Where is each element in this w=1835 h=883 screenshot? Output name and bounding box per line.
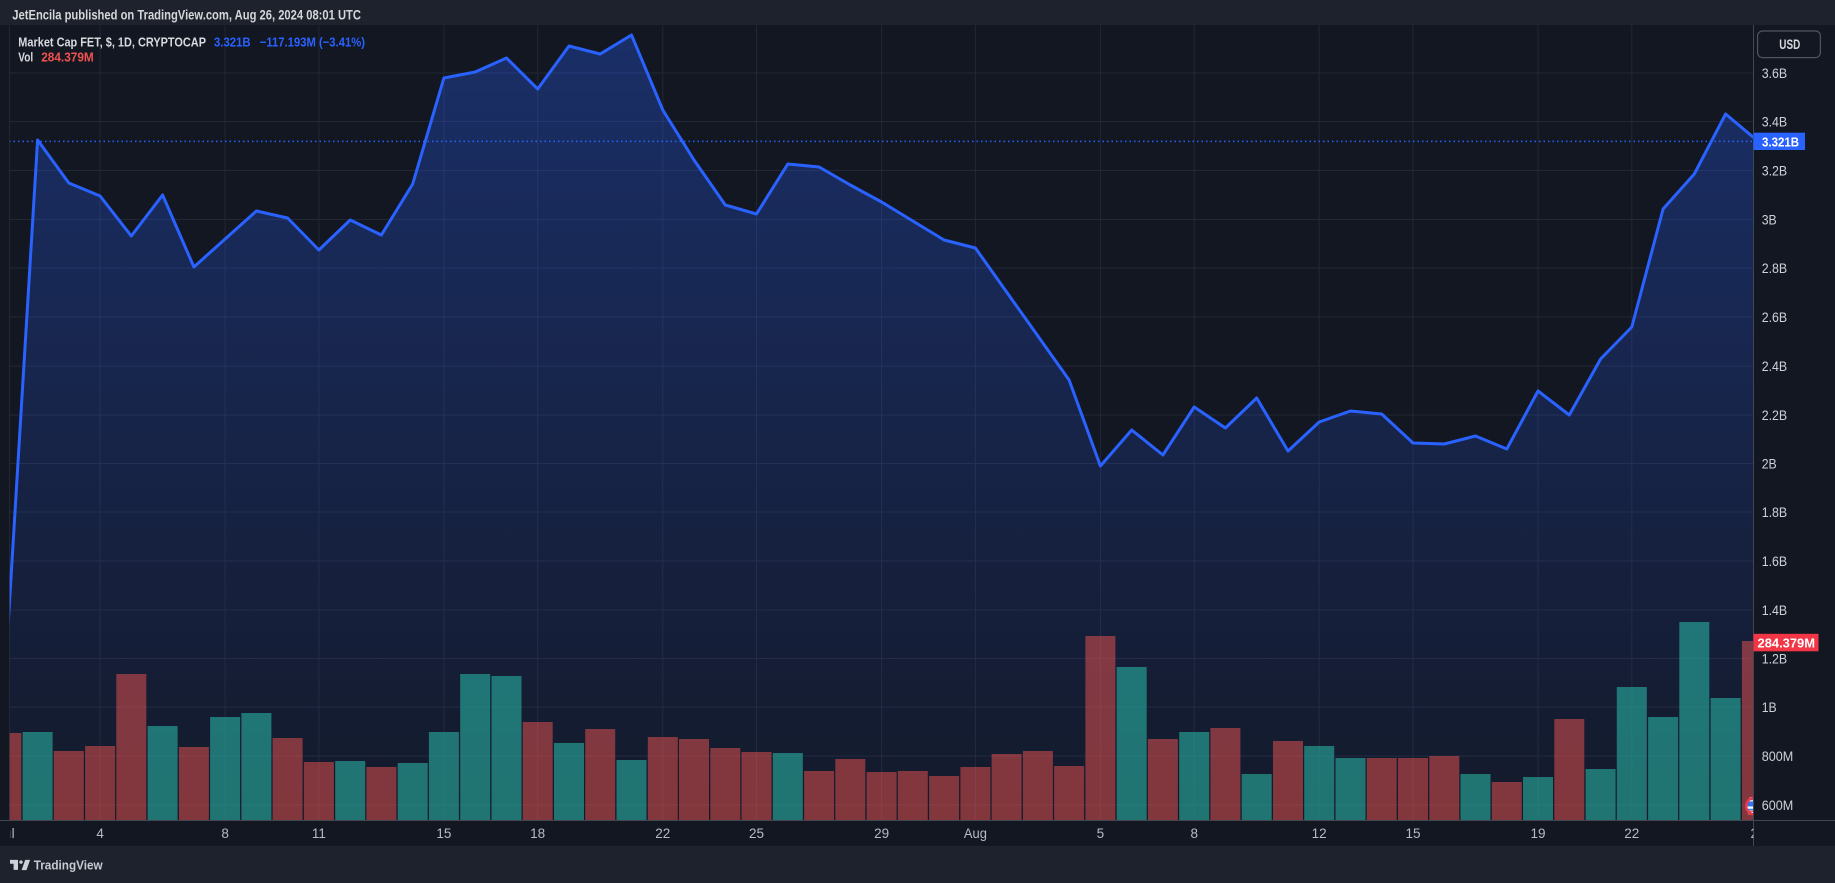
svg-text:2.8B: 2.8B (1762, 260, 1788, 276)
svg-text:USD: USD (1779, 37, 1800, 52)
svg-text:1.2B: 1.2B (1762, 651, 1788, 667)
svg-text:3.2B: 3.2B (1762, 163, 1788, 179)
svg-text:15: 15 (436, 826, 451, 841)
svg-text:1.8B: 1.8B (1762, 504, 1788, 520)
svg-text:2.4B: 2.4B (1762, 358, 1788, 374)
svg-text:284.379M: 284.379M (1758, 637, 1816, 651)
svg-text:3.4B: 3.4B (1762, 114, 1788, 130)
svg-text:3B: 3B (1762, 212, 1777, 228)
svg-text:1.4B: 1.4B (1762, 602, 1788, 618)
svg-text:Market Cap FET, $, 1D, CRYPTOC: Market Cap FET, $, 1D, CRYPTOCAP (18, 34, 206, 49)
svg-text:800M: 800M (1762, 748, 1794, 764)
svg-text:29: 29 (874, 826, 889, 841)
svg-text:22: 22 (1624, 826, 1639, 841)
svg-text:600M: 600M (1762, 797, 1794, 813)
svg-text:19: 19 (1530, 826, 1545, 841)
svg-text:TradingView: TradingView (34, 857, 104, 872)
svg-text:284.379M: 284.379M (41, 50, 94, 65)
svg-text:2B: 2B (1762, 456, 1777, 472)
svg-text:12: 12 (1312, 826, 1327, 841)
svg-text:4: 4 (96, 826, 104, 841)
svg-text:2.2B: 2.2B (1762, 407, 1788, 423)
svg-text:1B: 1B (1762, 699, 1777, 715)
svg-text:Aug: Aug (964, 826, 987, 841)
svg-text:25: 25 (749, 826, 764, 841)
svg-text:JetEncila published on Trading: JetEncila published on TradingView.com, … (12, 7, 361, 23)
svg-text:8: 8 (221, 826, 229, 841)
svg-text:18: 18 (530, 826, 545, 841)
svg-text:15: 15 (1405, 826, 1420, 841)
svg-text:8: 8 (1190, 826, 1198, 841)
svg-text:26: 26 (1750, 826, 1765, 841)
svg-text:−117.193M (−3.41%): −117.193M (−3.41%) (260, 34, 365, 49)
svg-text:Jul: Jul (0, 826, 15, 841)
svg-text:5: 5 (1097, 826, 1105, 841)
svg-text:11: 11 (312, 826, 326, 841)
svg-text:3.321B: 3.321B (214, 34, 251, 49)
svg-text:3.321B: 3.321B (1762, 134, 1799, 149)
svg-text:2.6B: 2.6B (1762, 309, 1788, 325)
svg-text:1.6B: 1.6B (1762, 553, 1788, 569)
svg-text:3.6B: 3.6B (1762, 65, 1788, 81)
svg-text:Vol: Vol (18, 50, 33, 65)
svg-text:22: 22 (655, 826, 670, 841)
